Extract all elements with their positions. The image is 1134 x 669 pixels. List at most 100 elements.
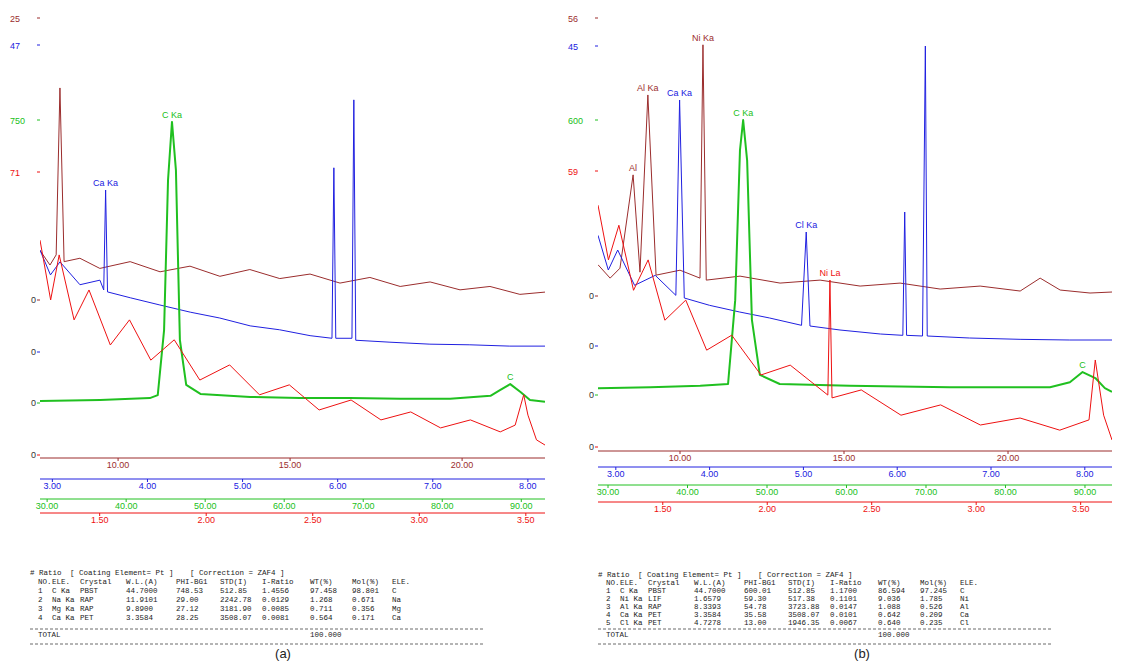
y-tick (595, 18, 598, 19)
y-tick (37, 455, 40, 456)
x-tick-label: 20.00 (997, 453, 1020, 463)
table-cell: C (960, 587, 965, 595)
table-cell: PET (648, 611, 662, 619)
x-tick-label: 2.00 (758, 504, 776, 514)
table-cell: 0.0101 (830, 611, 858, 619)
x-tick-label: 40.00 (115, 501, 138, 511)
y-tick (595, 46, 598, 47)
x-tick-label: 30.00 (36, 501, 59, 511)
panel: 10.0015.0020.003.004.005.006.007.008.003… (10, 14, 545, 661)
x-tick-label: 90.00 (510, 501, 533, 511)
table-cell: Cl Ka (620, 619, 643, 627)
y-tick (37, 120, 40, 121)
x-tick-label: 80.00 (431, 501, 454, 511)
table-cell: C (392, 587, 397, 595)
y-tick-label: 0 (31, 347, 36, 357)
table-cell: 3 (38, 605, 43, 613)
x-tick-label: 1.50 (654, 504, 672, 514)
table-cell: 9.036 (878, 595, 901, 603)
x-axis-line (40, 479, 545, 480)
result-table: # Ratio[ Coating Element= Pt ][ Correcti… (30, 569, 485, 644)
table-coating: [ Coating Element= Pt ] (638, 571, 742, 579)
table-cell: 0.640 (878, 619, 901, 627)
x-tick-label: 7.00 (982, 469, 1000, 479)
x-axis-line (598, 502, 1112, 503)
table-cell: 29.00 (176, 596, 199, 604)
table-cell: PET (80, 614, 94, 622)
y-tick (37, 403, 40, 404)
table-cell: 0.356 (352, 605, 375, 613)
table-cell: Ca (960, 611, 970, 619)
y-tick (595, 346, 598, 347)
y-tick (37, 45, 40, 46)
table-cell: Ni (960, 595, 970, 603)
x-tick-label: 2.00 (197, 515, 215, 525)
x-axis-line (598, 467, 1112, 468)
y-tick-label: 0 (31, 450, 36, 460)
table-column: WT(%) (878, 579, 901, 587)
y-tick-label: 0 (589, 341, 594, 351)
table-cell: 59.30 (744, 595, 767, 603)
x-tick-label: 8.00 (1076, 469, 1094, 479)
table-column: ELE. (52, 578, 70, 586)
table-cell: 54.78 (744, 603, 767, 611)
table-cell: 748.53 (176, 587, 204, 595)
caption: (b) (854, 646, 870, 661)
table-cell: 35.58 (744, 611, 767, 619)
x-tick-label: 90.00 (1074, 487, 1097, 497)
table-cell: 44.7000 (126, 587, 158, 595)
x-tick-label: 2.50 (863, 504, 881, 514)
table-cell: 512.85 (788, 587, 816, 595)
table-cell: RAP (648, 603, 662, 611)
x-tick-label: 5.00 (234, 481, 252, 491)
table-total: 100.000 (878, 631, 910, 639)
table-cell: 5 (606, 619, 611, 627)
table-cell: 600.01 (744, 587, 772, 595)
table-cell: PBST (648, 587, 667, 595)
table-cell: 44.7000 (694, 587, 726, 595)
table-cell: 0.1101 (830, 595, 858, 603)
table-cell: 11.9101 (126, 596, 158, 604)
peak-label: Al Ka (637, 83, 659, 93)
x-tick-label: 50.00 (194, 501, 217, 511)
x-tick-label: 6.00 (329, 481, 347, 491)
table-correction: [ Correction = ZAF4 ] (758, 571, 853, 579)
x-axis-line (40, 513, 545, 514)
y-tick-label: 47 (10, 41, 20, 51)
spectrum-trace (598, 46, 1112, 340)
x-tick-label: 30.00 (597, 487, 620, 497)
table-cell: Na (392, 596, 402, 604)
table-cell: 0.235 (920, 619, 943, 627)
peak-label: Ni La (819, 268, 840, 278)
table-cell: Cl (960, 619, 970, 627)
table-column: Crystal (80, 578, 112, 586)
x-axis-line (40, 458, 545, 459)
x-tick-label: 7.00 (424, 481, 442, 491)
x-tick-label: 15.00 (833, 453, 856, 463)
table-column: Mol(%) (920, 579, 947, 587)
peak-label: C (1079, 360, 1086, 370)
table-cell: 0.171 (352, 614, 375, 622)
table-cell: 3.3584 (694, 611, 722, 619)
table-cell: 13.00 (744, 619, 767, 627)
peak-label: Ca Ka (93, 178, 118, 188)
y-tick-label: 45 (568, 42, 578, 52)
x-axis-line (40, 499, 545, 500)
table-correction: [ Correction = ZAF4 ] (190, 569, 285, 577)
table-cell: RAP (80, 596, 94, 604)
peak-label: Ni Ka (692, 33, 714, 43)
table-cell: 0.0085 (262, 605, 290, 613)
table-cell: 2242.78 (220, 596, 252, 604)
x-tick-label: 80.00 (994, 487, 1017, 497)
table-cell: C Ka (52, 587, 71, 595)
table-total-label: TOTAL (38, 631, 61, 639)
table-cell: 3181.90 (220, 605, 252, 613)
table-cell: 97.245 (920, 587, 948, 595)
table-cell: 27.12 (176, 605, 199, 613)
table-heading: # Ratio (30, 569, 62, 577)
x-tick-label: 50.00 (756, 487, 779, 497)
table-cell: 1.1700 (830, 587, 858, 595)
x-axis-line (598, 485, 1112, 486)
table-cell: 3 (606, 603, 611, 611)
x-tick-label: 3.00 (411, 515, 429, 525)
